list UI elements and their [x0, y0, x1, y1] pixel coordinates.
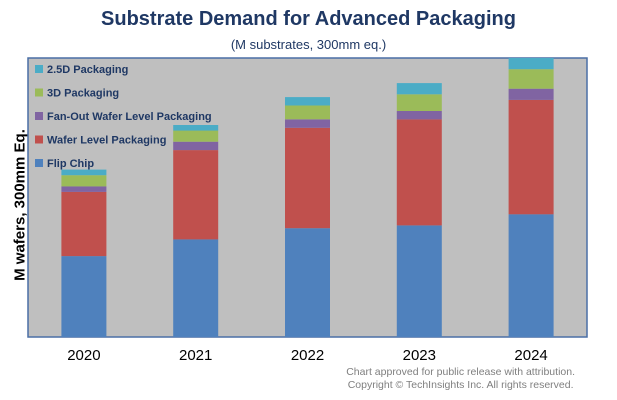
legend-label: Wafer Level Packaging	[47, 135, 166, 147]
bar-2024-series-2	[508, 88, 554, 100]
x-tick-label: 2020	[67, 347, 100, 364]
legend-swatch	[35, 159, 43, 167]
bar-2023-series-1	[396, 119, 442, 226]
bar-2021-series-3	[173, 130, 219, 142]
x-tick-label: 2022	[291, 347, 324, 364]
bar-2021-series-0	[173, 239, 219, 337]
bar-2020-series-3	[61, 175, 107, 187]
legend-label: Fan-Out Wafer Level Packaging	[47, 111, 212, 123]
bar-2022-series-1	[285, 127, 330, 229]
legend-swatch	[35, 65, 43, 73]
bar-2021-series-1	[173, 150, 219, 240]
bar-2020-series-4	[61, 169, 107, 176]
legend-label: 3D Packaging	[47, 88, 119, 100]
bar-2023-series-0	[396, 225, 442, 337]
chart-subtitle: (M substrates, 300mm eq.)	[230, 37, 387, 52]
bar-2020-series-2	[61, 186, 107, 192]
bar-2021-series-4	[173, 125, 219, 131]
credit-line-1: Chart approved for public release with a…	[346, 366, 575, 378]
x-tick-label: 2023	[403, 347, 436, 364]
bar-2021-series-2	[173, 141, 219, 151]
legend-swatch	[35, 112, 43, 120]
bar-2022-series-2	[285, 119, 330, 128]
bar-2022-series-0	[285, 228, 330, 337]
copyright-notice: Chart approved for public release with a…	[346, 366, 575, 392]
bar-2020-series-1	[61, 191, 107, 257]
chart-title: Substrate Demand for Advanced Packaging	[101, 8, 516, 30]
bar-2024-series-3	[508, 69, 554, 89]
legend-label: Flip Chip	[47, 158, 94, 170]
bar-2024-series-0	[508, 214, 554, 337]
bar-2023-series-4	[396, 83, 442, 95]
bar-2022-series-3	[285, 105, 330, 120]
x-tick-label: 2021	[179, 347, 212, 364]
legend-label: 2.5D Packaging	[47, 64, 128, 76]
legend-swatch	[35, 88, 43, 97]
bar-2024-series-4	[508, 58, 554, 70]
legend-swatch	[35, 135, 43, 144]
bar-2022-series-4	[285, 97, 330, 106]
credit-line-2: Copyright © TechInsights Inc. All rights…	[347, 379, 574, 391]
bar-2020-series-0	[61, 256, 107, 337]
bar-2024-series-1	[508, 99, 554, 215]
bar-2023-series-2	[396, 111, 442, 120]
x-tick-label: 2024	[514, 347, 547, 364]
bar-2023-series-3	[396, 94, 442, 111]
